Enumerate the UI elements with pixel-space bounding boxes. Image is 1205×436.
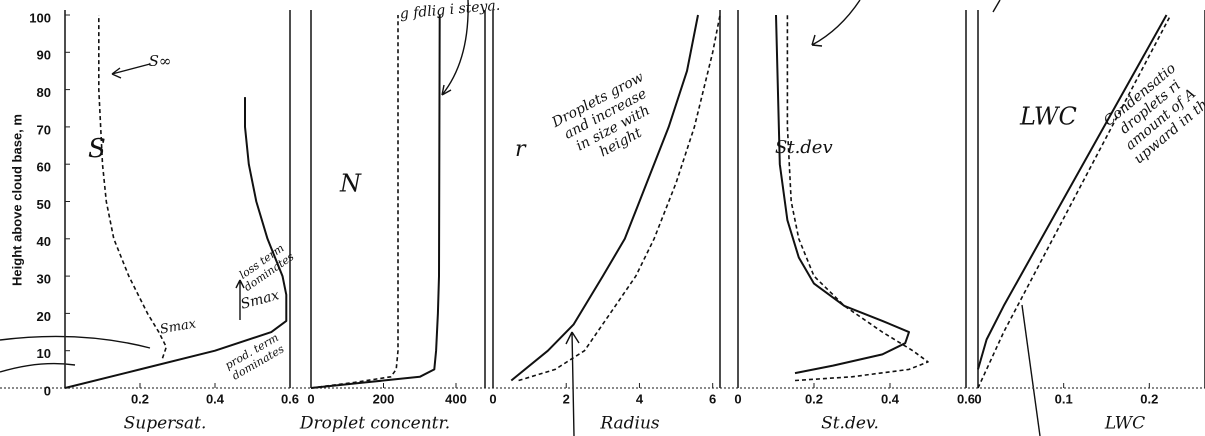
x-axis-label: Droplet concentr. xyxy=(299,414,450,434)
y-tick-label: 80 xyxy=(37,85,51,100)
arrow xyxy=(1022,305,1040,436)
x-axis-label: LWC xyxy=(1104,414,1145,434)
profile-line xyxy=(311,15,440,388)
x-tick-label: 2 xyxy=(563,391,570,406)
arrow xyxy=(993,0,1000,12)
x-tick-label: 0.4 xyxy=(881,391,900,406)
arrow xyxy=(566,332,579,436)
panel-label: St.dev xyxy=(775,137,833,158)
y-tick-label: 100 xyxy=(29,10,51,25)
x-axis-label: Supersat. xyxy=(124,414,207,434)
y-tick-label: 0 xyxy=(44,383,51,398)
annotation: Smax xyxy=(159,316,198,337)
y-tick-label: 70 xyxy=(37,122,51,137)
profile-line xyxy=(511,15,698,381)
arrow xyxy=(0,364,75,372)
x-tick-label: 400 xyxy=(445,391,467,406)
x-tick-label: 6 xyxy=(709,391,716,406)
x-tick-label: 0 xyxy=(974,391,981,406)
y-tick-label: 20 xyxy=(37,309,51,324)
y-axis-label: Height above cloud base, m xyxy=(9,114,24,286)
y-tick-label: 50 xyxy=(37,197,51,212)
x-tick-label: 0.2 xyxy=(805,391,823,406)
x-tick-label: 0.4 xyxy=(206,391,225,406)
panel-label: r xyxy=(515,137,527,162)
y-tick-label: 10 xyxy=(37,346,51,361)
x-tick-label: 0.6 xyxy=(957,391,975,406)
profile-line xyxy=(978,15,1171,388)
profile-line xyxy=(519,15,720,381)
figure: Height above cloud base, m 0102030405060… xyxy=(0,0,1205,436)
x-tick-label: 0.1 xyxy=(1055,391,1073,406)
profile-line xyxy=(776,15,909,373)
y-tick-label: 40 xyxy=(37,234,51,249)
arrow xyxy=(112,64,150,78)
x-tick-label: 4 xyxy=(636,391,644,406)
x-tick-label: 0.2 xyxy=(131,391,149,406)
annotation: Smax xyxy=(239,287,281,313)
x-tick-label: 0.6 xyxy=(281,391,299,406)
profile-line xyxy=(978,15,1167,369)
x-tick-label: 200 xyxy=(373,391,395,406)
profile-line xyxy=(787,15,928,381)
x-tick-label: 0 xyxy=(489,391,496,406)
annotation: S∞ xyxy=(149,52,172,70)
x-tick-label: 0 xyxy=(307,391,314,406)
panel-label: LWC xyxy=(1019,103,1077,131)
y-tick-label: 90 xyxy=(37,48,51,63)
arrow xyxy=(812,0,860,46)
y-tick-label: 60 xyxy=(37,160,51,175)
x-axis-label: St.dev. xyxy=(821,414,879,434)
y-tick-label: 30 xyxy=(37,272,51,287)
profile-line xyxy=(311,15,398,388)
x-tick-label: 0.2 xyxy=(1140,391,1158,406)
x-axis-label: Radius xyxy=(599,414,660,434)
x-tick-label: 0 xyxy=(734,391,741,406)
panel-label: S xyxy=(88,134,106,164)
arrow xyxy=(0,336,150,348)
panel-label: N xyxy=(339,170,362,198)
